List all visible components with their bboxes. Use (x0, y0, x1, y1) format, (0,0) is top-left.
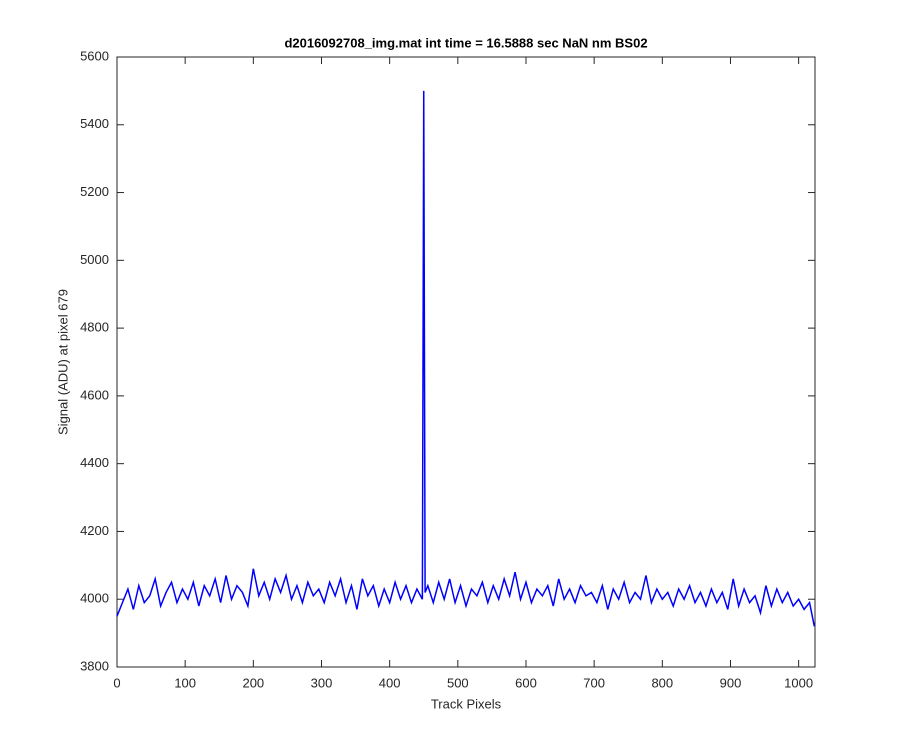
y-tick-label: 5400 (80, 116, 109, 131)
plot-area (116, 56, 816, 668)
x-tick-label: 900 (720, 675, 742, 690)
x-axis-label: Track Pixels (431, 696, 502, 711)
y-tick-label: 4600 (80, 387, 109, 402)
x-tick-label: 1000 (784, 675, 813, 690)
chart-title: d2016092708_img.mat int time = 16.5888 s… (284, 35, 647, 50)
x-tick-label: 700 (583, 675, 605, 690)
x-tick-label: 0 (113, 675, 120, 690)
y-axis-label: Signal (ADU) at pixel 679 (55, 289, 70, 435)
x-tick-label: 800 (651, 675, 673, 690)
y-tick-label: 4000 (80, 591, 109, 606)
x-tick-label: 600 (515, 675, 537, 690)
y-tick-label: 4800 (80, 320, 109, 335)
x-tick-label: 500 (447, 675, 469, 690)
data-line (116, 90, 816, 627)
y-tick-label: 3800 (80, 658, 109, 673)
x-tick-label: 200 (242, 675, 264, 690)
y-tick-label: 4200 (80, 523, 109, 538)
y-tick-label: 5600 (80, 48, 109, 63)
x-tick-label: 300 (311, 675, 333, 690)
y-tick-label: 5200 (80, 184, 109, 199)
x-tick-label: 400 (379, 675, 401, 690)
y-tick-label: 4400 (80, 455, 109, 470)
y-tick-label: 5000 (80, 252, 109, 267)
x-tick-label: 100 (174, 675, 196, 690)
